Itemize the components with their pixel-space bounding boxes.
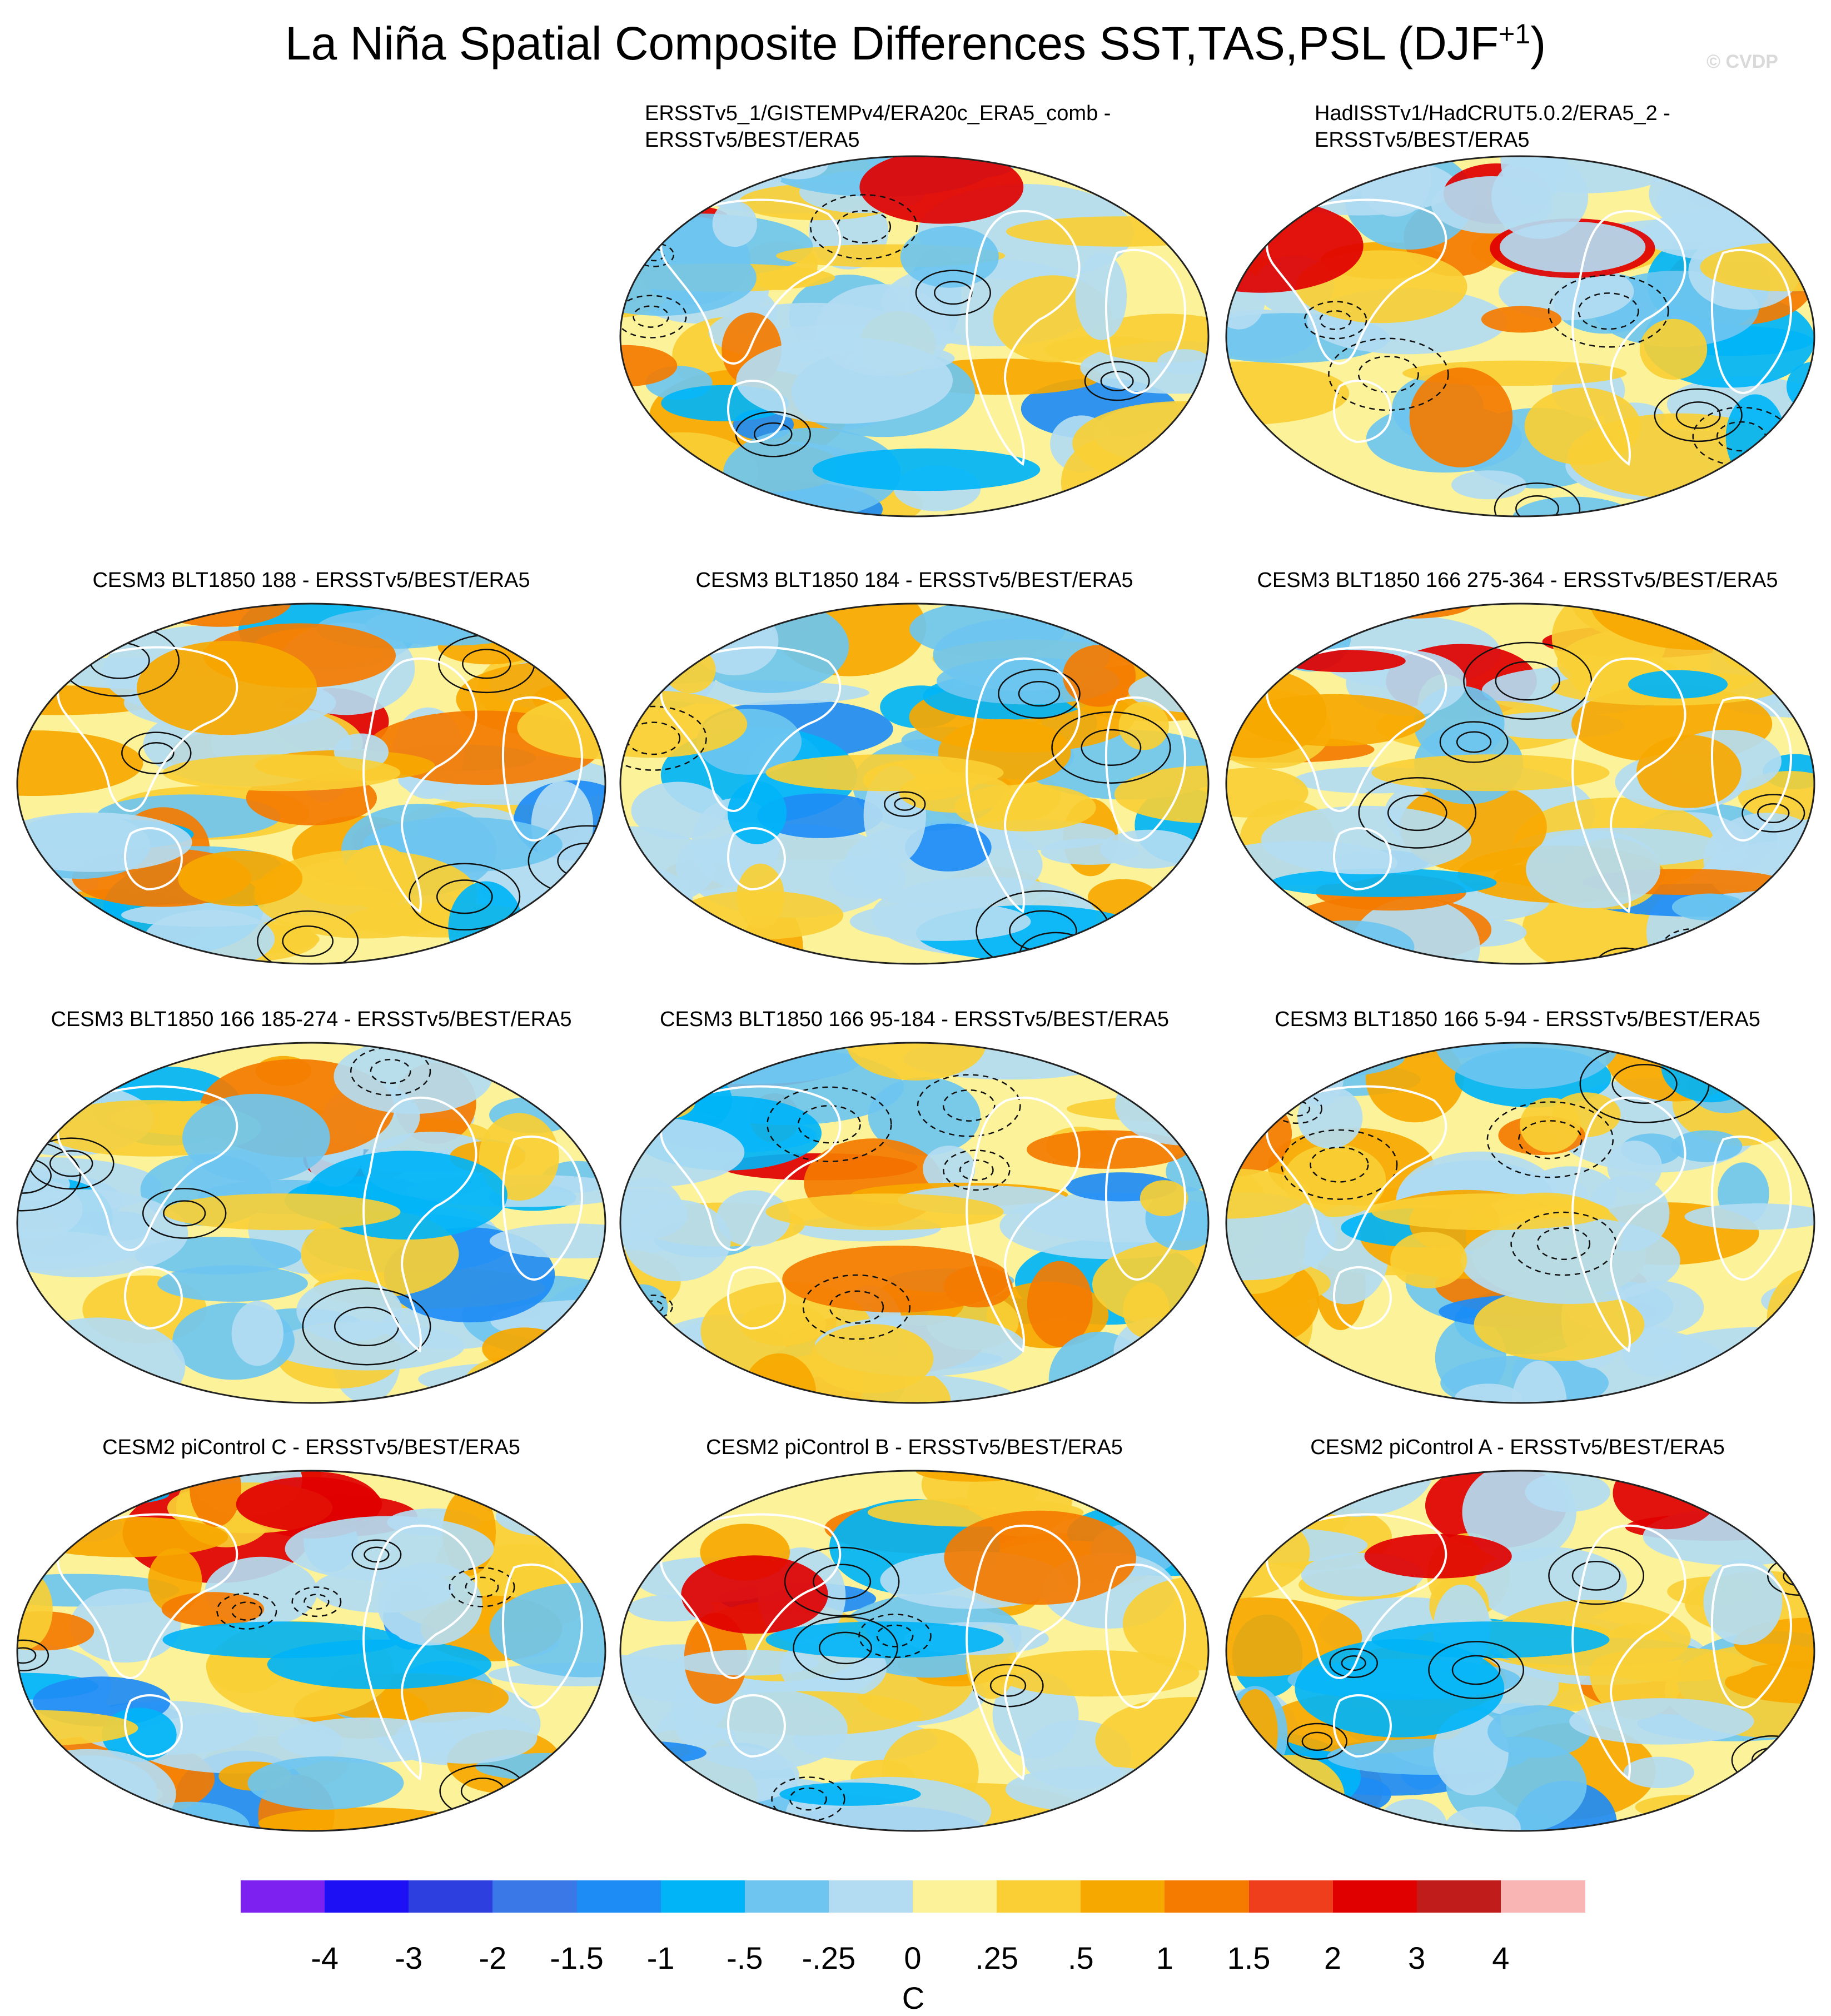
panel-title-line: CESM3 BLT1850 166 185-274 - ERSSTv5/BEST… bbox=[51, 1008, 572, 1031]
colorbar-box bbox=[744, 1880, 829, 1913]
map-panel-9 bbox=[14, 1467, 609, 1837]
colorbar-box bbox=[1500, 1880, 1585, 1913]
colorbar-tick-label: 4 bbox=[1492, 1940, 1510, 1975]
colorbar-tick-label: -2 bbox=[479, 1940, 507, 1975]
map-panel-3 bbox=[14, 600, 609, 970]
panel-title-10: CESM2 piControl B - ERSSTv5/BEST/ERA5 bbox=[706, 1434, 1123, 1461]
colorbar-box bbox=[1332, 1880, 1417, 1913]
map-panel-5 bbox=[1223, 600, 1818, 970]
map-panel-1 bbox=[617, 153, 1212, 522]
colorbar-unit: C bbox=[902, 1980, 925, 2015]
map-panel-7 bbox=[617, 1039, 1212, 1409]
colorbar-tick-label: .5 bbox=[1067, 1940, 1094, 1975]
colorbar-box bbox=[660, 1880, 745, 1913]
colorbar-box bbox=[409, 1880, 493, 1913]
colorbar-box bbox=[492, 1880, 577, 1913]
panel-title-line: HadISSTv1/HadCRUT5.0.2/ERA5_2 - bbox=[1315, 102, 1670, 125]
colorbar-tick-label: 3 bbox=[1408, 1940, 1426, 1975]
panel-title-9: CESM2 piControl C - ERSSTv5/BEST/ERA5 bbox=[102, 1434, 520, 1461]
map-panel-6 bbox=[14, 1039, 609, 1409]
panel-title-line: ERSSTv5/BEST/ERA5 bbox=[1315, 128, 1530, 152]
colorbar-tick-label: .25 bbox=[975, 1940, 1019, 1975]
figure-title: La Niña Spatial Composite Differences SS… bbox=[285, 17, 1546, 69]
map-panel-11 bbox=[1223, 1467, 1818, 1837]
colorbar bbox=[241, 1880, 1585, 1913]
panel-title-line: CESM3 BLT1850 166 5-94 - ERSSTv5/BEST/ER… bbox=[1275, 1008, 1760, 1031]
panel-title-2: HadISSTv1/HadCRUT5.0.2/ERA5_2 - ERSSTv5/B… bbox=[1315, 100, 1670, 153]
colorbar-tick-label: -1 bbox=[646, 1940, 675, 1975]
colorbar-box bbox=[325, 1880, 409, 1913]
colorbar-tick-label: -1.5 bbox=[550, 1940, 604, 1975]
colorbar-tick-label: -.5 bbox=[727, 1940, 763, 1975]
colorbar-box bbox=[1081, 1880, 1165, 1913]
map-panel-8 bbox=[1223, 1039, 1818, 1409]
panel-title-line: CESM3 BLT1850 188 - ERSSTv5/BEST/ERA5 bbox=[92, 569, 530, 592]
panel-title-line: CESM3 BLT1850 166 95-184 - ERSSTv5/BEST/… bbox=[660, 1008, 1169, 1031]
colorbar-box bbox=[1248, 1880, 1334, 1913]
colorbar-tick-label: 1.5 bbox=[1227, 1940, 1271, 1975]
panel-title-line: CESM3 BLT1850 184 - ERSSTv5/BEST/ERA5 bbox=[695, 569, 1133, 592]
colorbar-box bbox=[828, 1880, 913, 1913]
panel-title-6: CESM3 BLT1850 166 185-274 - ERSSTv5/BEST… bbox=[51, 1006, 571, 1033]
panel-title-line: ERSSTv5_1/GISTEMPv4/ERA20c_ERA5_comb - bbox=[645, 102, 1111, 125]
colorbar-box bbox=[997, 1880, 1081, 1913]
colorbar-tick-label: 2 bbox=[1324, 1940, 1342, 1975]
colorbar-tick-label: -.25 bbox=[802, 1940, 856, 1975]
colorbar-box bbox=[576, 1880, 661, 1913]
colorbar-box bbox=[241, 1880, 325, 1913]
panel-title-1: ERSSTv5_1/GISTEMPv4/ERA20c_ERA5_comb - ER… bbox=[645, 100, 1111, 153]
panel-title-8: CESM3 BLT1850 166 5-94 - ERSSTv5/BEST/ER… bbox=[1275, 1006, 1760, 1033]
colorbar-box bbox=[1416, 1880, 1501, 1913]
panel-title-11: CESM2 piControl A - ERSSTv5/BEST/ERA5 bbox=[1310, 1434, 1725, 1461]
colorbar-tick-label: -4 bbox=[311, 1940, 339, 1975]
panel-title-7: CESM3 BLT1850 166 95-184 - ERSSTv5/BEST/… bbox=[660, 1006, 1169, 1033]
colorbar-box bbox=[913, 1880, 997, 1913]
panel-title-4: CESM3 BLT1850 184 - ERSSTv5/BEST/ERA5 bbox=[695, 567, 1133, 594]
panel-title-line: CESM2 piControl B - ERSSTv5/BEST/ERA5 bbox=[706, 1436, 1123, 1459]
map-panel-10 bbox=[617, 1467, 1212, 1837]
map-panel-2 bbox=[1223, 153, 1818, 522]
colorbar-box bbox=[1165, 1880, 1249, 1913]
colorbar-tick-label: 1 bbox=[1156, 1940, 1173, 1975]
panel-title-5: CESM3 BLT1850 166 275-364 - ERSSTv5/BEST… bbox=[1257, 567, 1778, 594]
panel-title-3: CESM3 BLT1850 188 - ERSSTv5/BEST/ERA5 bbox=[92, 567, 530, 594]
panel-title-line: CESM2 piControl A - ERSSTv5/BEST/ERA5 bbox=[1310, 1436, 1725, 1459]
cvdp-watermark: © CVDP bbox=[1706, 51, 1778, 72]
panel-title-line: ERSSTv5/BEST/ERA5 bbox=[645, 128, 860, 152]
colorbar-tick-label: 0 bbox=[904, 1940, 922, 1975]
map-panel-4 bbox=[617, 600, 1212, 970]
colorbar-tick-label: -3 bbox=[395, 1940, 423, 1975]
panel-title-line: CESM2 piControl C - ERSSTv5/BEST/ERA5 bbox=[102, 1436, 520, 1459]
panel-title-line: CESM3 BLT1850 166 275-364 - ERSSTv5/BEST… bbox=[1257, 569, 1778, 592]
